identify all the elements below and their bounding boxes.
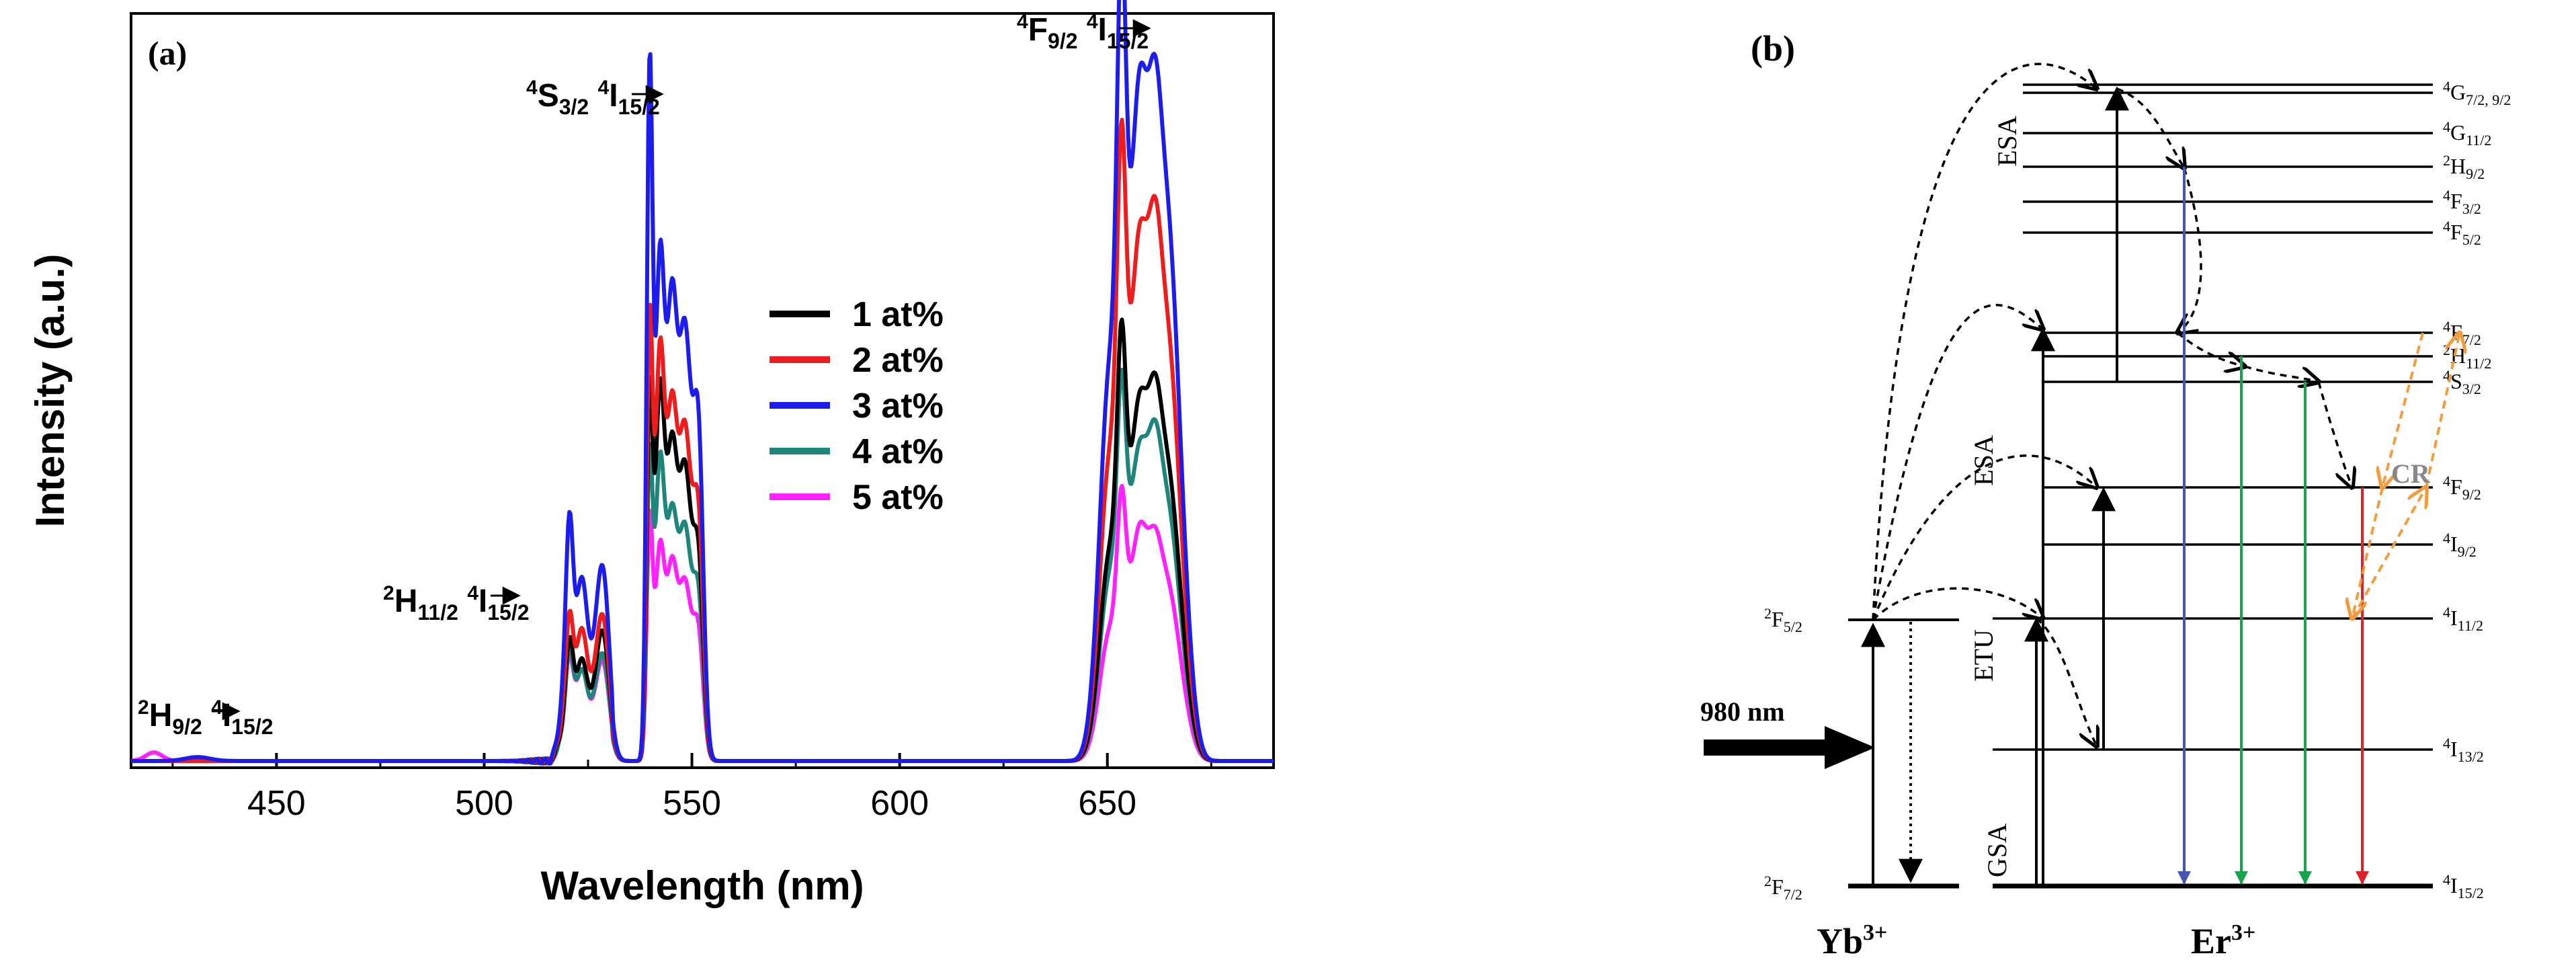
series-line xyxy=(130,0,1275,766)
svg-text:4F9/2 4I15/2: 4F9/2 4I15/2 xyxy=(1017,11,1149,53)
term: I xyxy=(1098,12,1107,48)
peak-label-4f92: 4F9/2 4I15/2 xyxy=(1017,11,1151,53)
sub: 15/2 xyxy=(1107,29,1149,53)
panel-b: (b) 4G7/2, 9/24G11/22H9/24F3/24F5/24F7/2… xyxy=(1700,28,2511,961)
sup: 4 xyxy=(467,582,479,604)
ion-charge: 3+ xyxy=(2231,920,2255,945)
x-tick-label: 550 xyxy=(663,784,721,823)
sub: 9/2 xyxy=(172,715,202,739)
term: H xyxy=(394,584,418,619)
x-axis-label: Wavelength (nm) xyxy=(540,863,864,908)
svg-text:2H11/2 4I15/2: 2H11/2 4I15/2 xyxy=(383,582,530,625)
excitation-label: 980 nm xyxy=(1700,696,1785,727)
level-label: 4F9/2 xyxy=(2443,473,2481,503)
er-ion-label: Er3+ xyxy=(2191,920,2255,959)
legend-label: 4 at% xyxy=(852,432,944,471)
panel-b-label: (b) xyxy=(1751,28,1795,69)
ion-name: Er xyxy=(2191,921,2231,959)
gsa-label: GSA xyxy=(1982,824,2012,877)
cr-arrow xyxy=(2351,487,2426,619)
peak-label-2h112: 2H11/2 4I15/2 xyxy=(383,582,530,625)
nonradiative-path xyxy=(2176,331,2245,366)
level-label: 4S3/2 xyxy=(2443,367,2481,397)
level-label: 4I15/2 xyxy=(2443,871,2484,901)
yb-levels: 2F5/2 2F7/2 xyxy=(1764,605,1959,903)
x-axis: 450 500 550 600 650 xyxy=(171,753,1212,823)
ion-name: Yb xyxy=(1817,921,1863,959)
legend: 1 at% 2 at% 3 at% 4 at% 5 at% xyxy=(770,295,944,517)
sup: 4 xyxy=(1017,11,1028,33)
term: H xyxy=(149,698,173,733)
cr-label: CR xyxy=(2391,458,2431,489)
level-label: 4I9/2 xyxy=(2443,530,2477,560)
peak-label-2h92: 2H9/2 4I15/2 xyxy=(138,696,274,739)
term: I xyxy=(609,78,618,114)
peak-label-4s32: 4S3/2 4I15/2 xyxy=(526,77,664,119)
term: S xyxy=(538,78,559,114)
sub: 15/2 xyxy=(231,715,273,739)
panel-a-label: (a) xyxy=(148,34,187,72)
x-tick-label: 450 xyxy=(247,784,306,823)
etu-label: ETU xyxy=(1968,629,1999,682)
x-tick-label: 650 xyxy=(1078,784,1136,823)
sup: 2 xyxy=(383,582,394,604)
spectrum-curves xyxy=(130,0,1275,766)
legend-label: 1 at% xyxy=(852,295,944,334)
nonradiative-path xyxy=(2317,381,2352,487)
level-label: 4G7/2, 9/2 xyxy=(2443,78,2511,108)
x-tick-label: 500 xyxy=(455,784,513,823)
term: I xyxy=(479,584,487,619)
level-label: 4I11/2 xyxy=(2443,604,2483,634)
nonradiative-path xyxy=(1872,63,2097,620)
nonradiative-path xyxy=(2244,365,2319,382)
level-label: 4F3/2 xyxy=(2443,187,2481,217)
sup: 4 xyxy=(598,77,610,99)
energy-levels: 4G7/2, 9/24G11/22H9/24F3/24F5/24F7/22H11… xyxy=(1993,78,2511,901)
sub: 11/2 xyxy=(417,600,458,625)
excitation-arrow-icon xyxy=(1704,726,1875,769)
panel-a: (a) 450 500 550 600 650 Wavelength (nm) Inte… xyxy=(28,0,1275,908)
yb-lower-label: 2F7/2 xyxy=(1764,873,1802,903)
sup: 4 xyxy=(526,77,538,99)
legend-label: 3 at% xyxy=(852,387,944,426)
sup: 4 xyxy=(211,696,222,719)
nonradiative-path xyxy=(1872,303,2043,620)
ion-charge: 3+ xyxy=(1863,920,1887,945)
legend-label: 5 at% xyxy=(852,478,944,517)
svg-text:2H9/2 4I15/2: 2H9/2 4I15/2 xyxy=(138,696,274,739)
sub: 15/2 xyxy=(487,600,529,625)
nonradiative-path xyxy=(1872,454,2097,620)
sup: 2 xyxy=(138,696,149,719)
yb-upper-label: 2F5/2 xyxy=(1764,605,1802,635)
level-label: 2H9/2 xyxy=(2443,152,2485,182)
legend-label: 2 at% xyxy=(852,341,944,380)
x-tick-label: 600 xyxy=(870,784,929,823)
level-label: 4G11/2 xyxy=(2443,118,2491,149)
level-label: 4I13/2 xyxy=(2443,735,2484,765)
nonradiative-path xyxy=(2177,167,2202,333)
nonradiative-path xyxy=(1872,587,2043,620)
term: I xyxy=(222,698,231,733)
yb-ion-label: Yb3+ xyxy=(1817,920,1887,959)
sub: 3/2 xyxy=(559,95,589,119)
y-axis-label: Intensity (a.u.) xyxy=(28,254,73,528)
sup: 4 xyxy=(1087,11,1098,33)
plot-frame xyxy=(130,12,1275,769)
term: F xyxy=(1028,12,1048,48)
nonradiative-path xyxy=(2035,617,2097,746)
sub: 15/2 xyxy=(618,95,660,119)
cr-arrow xyxy=(2352,487,2384,618)
level-label: 4F5/2 xyxy=(2443,218,2481,248)
esa-label-mid: ESA xyxy=(1968,435,1999,486)
nonradiative-path xyxy=(2116,87,2184,168)
svg-text:4S3/2 4I15/2: 4S3/2 4I15/2 xyxy=(526,77,660,119)
sub: 9/2 xyxy=(1048,29,1077,53)
transitions xyxy=(1861,63,2460,886)
esa-label-top: ESA xyxy=(1992,116,2022,167)
